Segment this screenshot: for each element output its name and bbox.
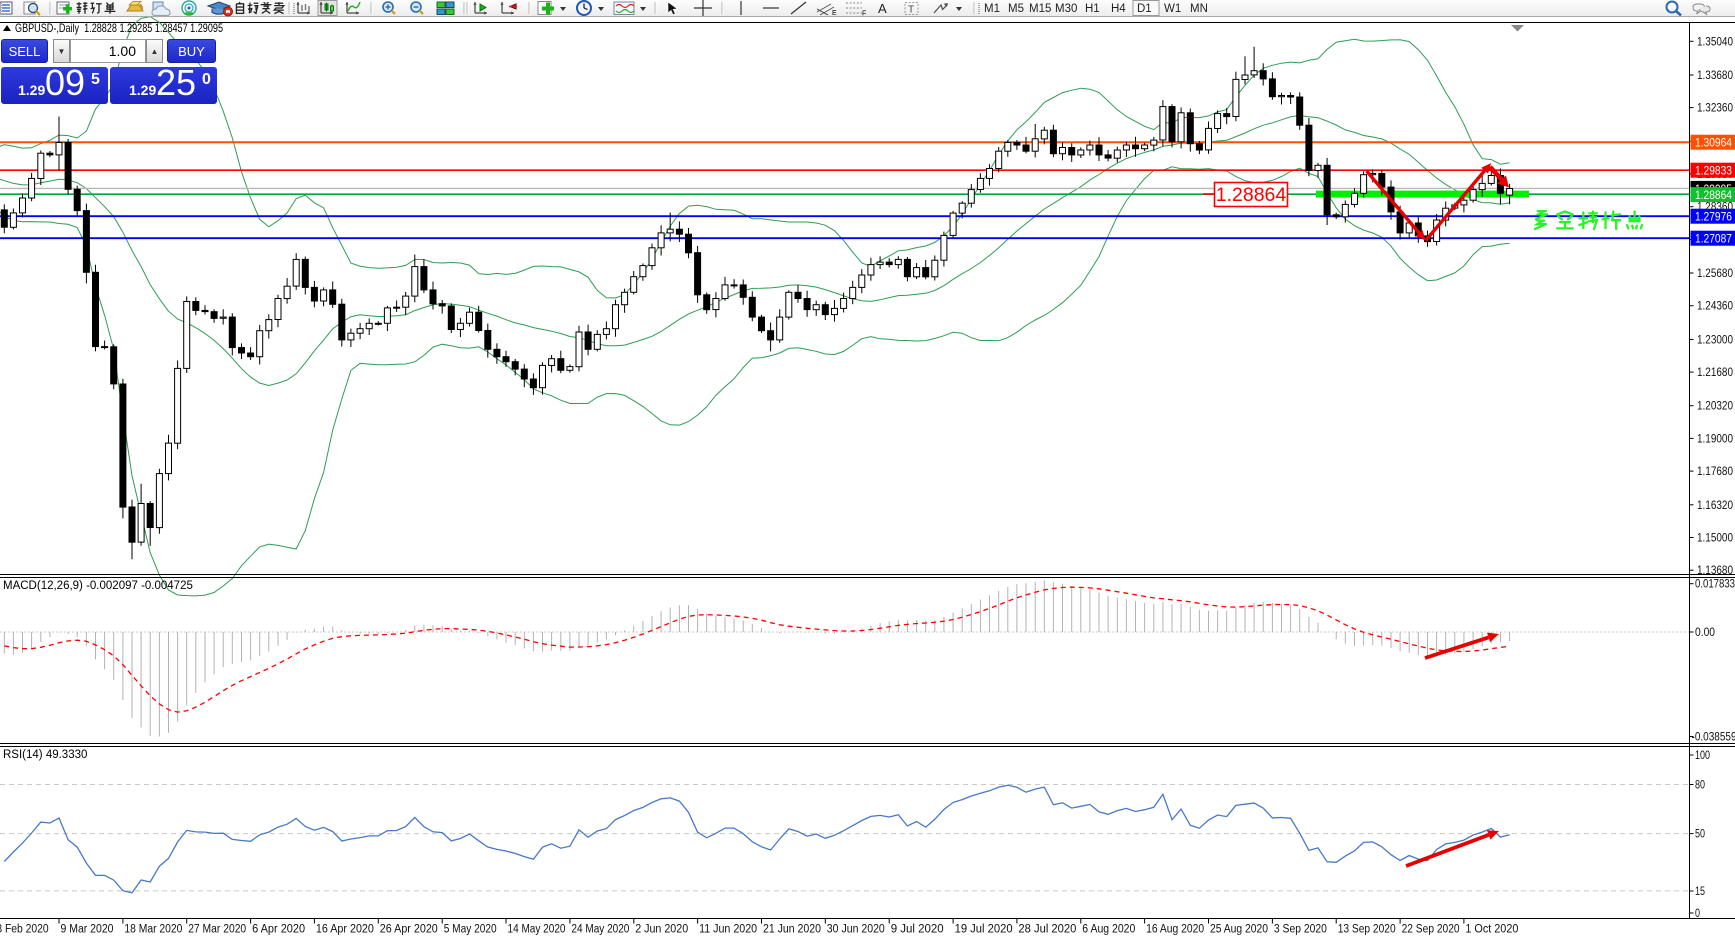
svg-text:F: F — [862, 11, 866, 18]
svg-text:1.20320: 1.20320 — [1697, 401, 1733, 413]
svg-text:T: T — [908, 5, 914, 16]
svg-text:GBPUSD-,Daily 1.28828 1.29285: GBPUSD-,Daily 1.28828 1.29285 1.28457 1.… — [15, 21, 223, 35]
svg-text:H4: H4 — [1111, 3, 1126, 15]
svg-text:1.28864: 1.28864 — [1695, 190, 1733, 202]
svg-text:27 Mar 2020: 27 Mar 2020 — [188, 924, 246, 936]
svg-text:1.24360: 1.24360 — [1697, 301, 1733, 313]
svg-text:3 Sep 2020: 3 Sep 2020 — [1274, 924, 1327, 936]
svg-text:11 Jun 2020: 11 Jun 2020 — [699, 924, 757, 936]
svg-text:1.16320: 1.16320 — [1697, 500, 1733, 512]
svg-text:6 Aug 2020: 6 Aug 2020 — [1082, 924, 1135, 936]
svg-text:1.19000: 1.19000 — [1697, 433, 1733, 445]
svg-text:1.30964: 1.30964 — [1695, 138, 1733, 150]
svg-text:9 Jul 2020: 9 Jul 2020 — [891, 924, 944, 936]
svg-text:13 Sep 2020: 13 Sep 2020 — [1338, 924, 1396, 936]
svg-text:0.017833: 0.017833 — [1695, 579, 1735, 591]
svg-text:M30: M30 — [1055, 3, 1077, 15]
svg-text:MN: MN — [1190, 3, 1208, 15]
svg-text:1.29833: 1.29833 — [1695, 166, 1732, 178]
svg-text:W1: W1 — [1164, 3, 1181, 15]
svg-text:1.25680: 1.25680 — [1697, 268, 1733, 280]
svg-text:6 Apr 2020: 6 Apr 2020 — [252, 924, 305, 936]
svg-text:16 Apr 2020: 16 Apr 2020 — [316, 924, 374, 936]
svg-text:9 Mar 2020: 9 Mar 2020 — [61, 924, 114, 936]
svg-text:1.15000: 1.15000 — [1697, 533, 1733, 545]
svg-text:M5: M5 — [1008, 3, 1024, 15]
svg-text:1.35040: 1.35040 — [1697, 36, 1733, 48]
svg-text:100: 100 — [1695, 750, 1710, 762]
svg-text:2 Jun 2020: 2 Jun 2020 — [635, 924, 688, 936]
svg-text:0: 0 — [1695, 908, 1700, 920]
svg-text:28 Feb 2020: 28 Feb 2020 — [0, 924, 49, 936]
svg-text:1.27976: 1.27976 — [1695, 212, 1732, 224]
svg-text:H1: H1 — [1085, 3, 1100, 15]
svg-text:M15: M15 — [1029, 3, 1051, 15]
svg-text:50: 50 — [1695, 829, 1705, 841]
svg-text:1.21680: 1.21680 — [1697, 367, 1733, 379]
svg-text:16 Aug 2020: 16 Aug 2020 — [1146, 924, 1204, 936]
svg-text:5 May 2020: 5 May 2020 — [444, 924, 497, 936]
svg-text:0.00: 0.00 — [1695, 627, 1715, 639]
svg-text:1.32360: 1.32360 — [1697, 103, 1733, 115]
svg-text:M1: M1 — [984, 3, 1000, 15]
svg-text:28 Jul 2020: 28 Jul 2020 — [1018, 924, 1076, 936]
svg-text:RSI(14) 49.3330: RSI(14) 49.3330 — [3, 749, 87, 761]
svg-text:26 Apr 2020: 26 Apr 2020 — [380, 924, 438, 936]
svg-text:-0.038559: -0.038559 — [1692, 732, 1735, 744]
svg-text:19 Jul 2020: 19 Jul 2020 — [955, 924, 1013, 936]
svg-text:18 Mar 2020: 18 Mar 2020 — [124, 924, 182, 936]
svg-text:1.17680: 1.17680 — [1697, 466, 1733, 478]
svg-text:21 Jun 2020: 21 Jun 2020 — [763, 924, 821, 936]
svg-text:25 Aug 2020: 25 Aug 2020 — [1210, 924, 1268, 936]
svg-text:24 May 2020: 24 May 2020 — [571, 924, 629, 936]
svg-text:1.13680: 1.13680 — [1697, 565, 1733, 577]
svg-text:A: A — [878, 1, 887, 16]
svg-text:15: 15 — [1695, 886, 1705, 898]
svg-text:14 May 2020: 14 May 2020 — [508, 924, 566, 936]
svg-text:30 Jun 2020: 30 Jun 2020 — [827, 924, 885, 936]
svg-text:1 Oct 2020: 1 Oct 2020 — [1465, 924, 1518, 936]
svg-text:80: 80 — [1695, 780, 1705, 792]
svg-text:E: E — [832, 10, 837, 17]
svg-text:D1: D1 — [1137, 3, 1152, 15]
svg-text:1.27087: 1.27087 — [1695, 234, 1732, 246]
svg-text:1.33680: 1.33680 — [1697, 70, 1733, 82]
svg-text:MACD(12,26,9) -0.002097 -0.004: MACD(12,26,9) -0.002097 -0.004725 — [3, 580, 193, 592]
svg-text:22 Sep 2020: 22 Sep 2020 — [1402, 924, 1460, 936]
svg-text:1.23000: 1.23000 — [1697, 334, 1733, 346]
svg-text:1.28864: 1.28864 — [1216, 184, 1287, 206]
